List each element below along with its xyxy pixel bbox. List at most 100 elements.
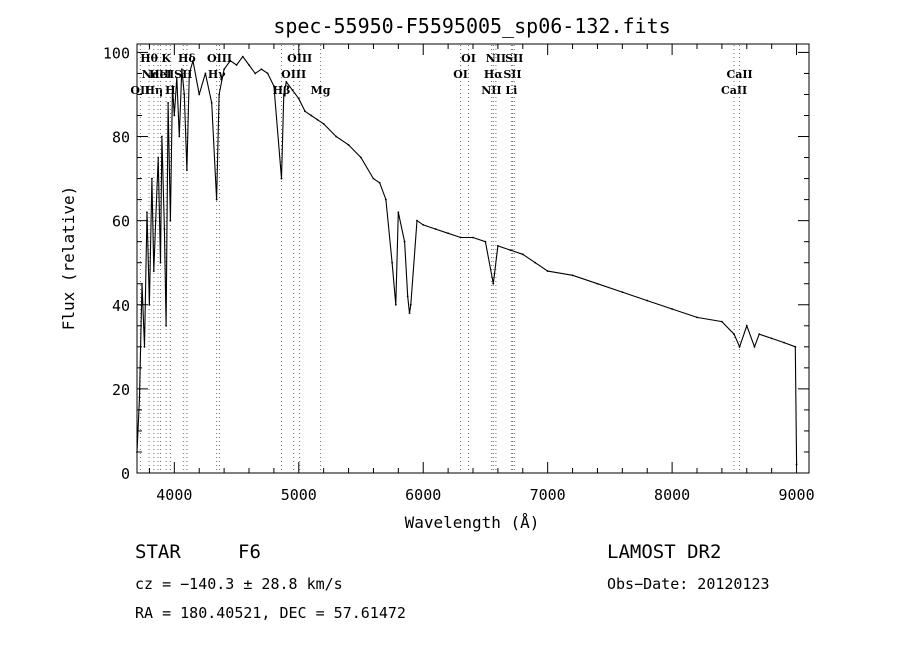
line-marker-label: H — [165, 84, 175, 97]
line-marker-label: Hβ — [273, 84, 291, 97]
data-point — [406, 295, 409, 298]
data-point — [248, 64, 250, 66]
sky-coordinates: RA = 180.40521, DEC = 57.61472 — [135, 604, 406, 622]
data-point — [335, 135, 338, 138]
data-point — [143, 345, 146, 348]
line-marker-label: NII — [481, 84, 501, 97]
data-point — [434, 228, 437, 230]
data-point — [409, 303, 412, 306]
data-point — [235, 64, 238, 66]
data-point — [416, 219, 418, 222]
data-point — [753, 345, 756, 348]
chart-title: spec-55950-F5595005_sp06-132.fits — [273, 14, 670, 38]
object-subclass: F6 — [238, 541, 261, 563]
data-point — [733, 333, 735, 336]
data-point — [198, 93, 201, 96]
line-marker-label: OIII — [281, 68, 306, 81]
data-point — [266, 72, 269, 75]
line-marker-label: Hγ — [208, 68, 226, 81]
data-point — [403, 240, 406, 243]
y-axis-label: Flux (relative) — [59, 186, 78, 331]
data-point — [218, 93, 221, 96]
y-tick-label: 80 — [112, 129, 130, 147]
line-marker-label: NII — [486, 52, 506, 65]
line-marker-label: K — [161, 52, 171, 65]
line-marker-label: OIII — [287, 52, 312, 65]
data-point — [696, 316, 698, 319]
data-point — [297, 97, 300, 100]
data-point — [447, 232, 450, 235]
y-tick-label: 20 — [112, 381, 130, 399]
data-point — [178, 135, 181, 138]
data-point — [546, 270, 549, 273]
plot-frame — [136, 43, 810, 474]
y-axis: 0 20 40 60 80 100 — [103, 44, 809, 483]
line-marker-label: OI — [453, 68, 468, 81]
data-point — [738, 345, 741, 348]
data-point — [280, 177, 283, 180]
data-point — [148, 303, 151, 306]
x-tick-label: 4000 — [156, 486, 192, 504]
line-marker-label: HeI — [149, 68, 172, 81]
data-point — [210, 101, 213, 104]
data-point — [159, 261, 162, 264]
data-point — [316, 118, 319, 121]
data-point — [646, 299, 649, 302]
line-marker-label: Hθ — [140, 52, 158, 65]
data-point — [720, 320, 723, 323]
observation-date: Obs−Date: 20120123 — [607, 575, 770, 593]
line-marker-label: CaII — [726, 68, 752, 81]
data-point — [160, 135, 163, 138]
data-point — [347, 144, 350, 146]
data-point — [204, 72, 207, 75]
data-point — [285, 80, 288, 83]
data-point — [509, 249, 512, 251]
data-point — [272, 85, 275, 87]
line-marker-label: CaII — [721, 84, 747, 97]
x-axis-label: Wavelength (Å) — [405, 513, 540, 532]
data-point — [472, 236, 474, 239]
line-marker-label: OIII — [207, 52, 232, 65]
data-point — [151, 177, 153, 180]
data-point — [459, 236, 462, 239]
data-point — [758, 333, 761, 336]
emission-line-markers: OIIHθHηNeIIIHeIKHSIIHδHγOIIIHβOIIIOIIIMg… — [130, 45, 753, 472]
data-point — [360, 156, 362, 159]
y-tick-label: 0 — [121, 465, 130, 483]
data-point — [422, 223, 425, 226]
data-point — [152, 270, 155, 273]
data-point — [745, 324, 748, 327]
data-point — [408, 312, 411, 315]
data-point — [223, 68, 226, 71]
data-point — [310, 114, 313, 117]
line-marker-label: OI — [461, 52, 476, 65]
data-point — [138, 396, 141, 399]
data-point — [384, 198, 387, 201]
data-point — [229, 59, 232, 62]
data-point — [783, 341, 786, 344]
data-point — [186, 169, 188, 172]
data-point — [180, 68, 183, 71]
data-point — [173, 114, 176, 117]
data-point — [192, 59, 194, 62]
data-point — [492, 282, 495, 285]
data-point — [671, 308, 674, 310]
data-point — [260, 68, 263, 71]
data-point — [378, 181, 381, 184]
data-point — [794, 345, 797, 348]
data-point — [146, 211, 148, 214]
data-point — [183, 93, 186, 96]
data-point — [169, 219, 172, 222]
data-point — [322, 123, 325, 125]
data-point — [215, 198, 218, 201]
data-point — [157, 156, 160, 159]
data-point — [397, 211, 400, 214]
data-point — [521, 253, 524, 256]
line-marker-label: OII — [130, 84, 150, 97]
data-point — [175, 76, 178, 79]
data-point — [394, 303, 397, 306]
data-point — [154, 219, 157, 222]
line-marker-label: Hα — [484, 68, 503, 81]
data-point — [171, 85, 174, 87]
x-axis: 4000 5000 6000 7000 8000 9000 — [148, 44, 815, 504]
